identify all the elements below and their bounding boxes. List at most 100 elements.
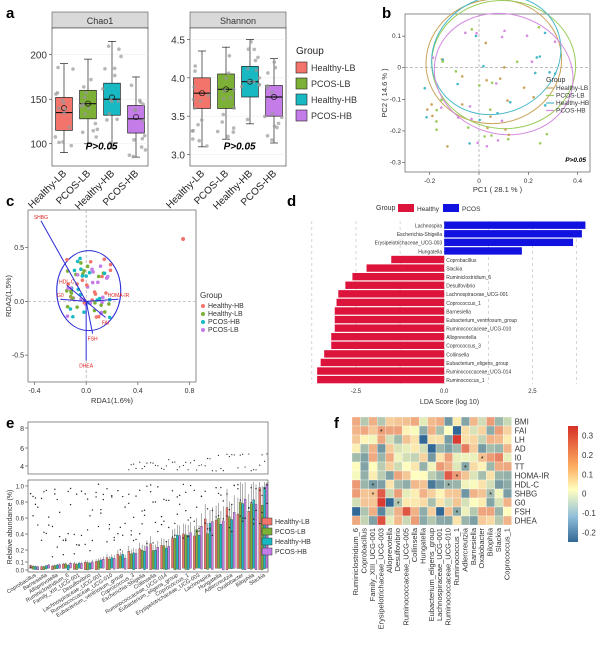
- data-point: [232, 106, 237, 110]
- data-point: [181, 237, 186, 242]
- outlier: [117, 533, 119, 535]
- outlier: [122, 534, 124, 537]
- outlier: [182, 537, 185, 539]
- heatmap-cell: [452, 443, 462, 454]
- outlier: [255, 469, 257, 471]
- data-point: [88, 259, 93, 264]
- heatmap-cell: [385, 497, 395, 508]
- data-point: [87, 270, 92, 275]
- outlier: [178, 494, 181, 497]
- mean-marker: [271, 94, 277, 100]
- col-label: Oxalobacter: [477, 527, 486, 568]
- heatmap-cell: [385, 479, 395, 490]
- data-point: [496, 139, 500, 142]
- box: [154, 550, 157, 570]
- legend-label: PCOS-LB: [275, 529, 306, 536]
- outlier: [34, 497, 37, 499]
- col-label: Adlercreutzia: [460, 527, 469, 572]
- data-point: [257, 82, 262, 87]
- box: [184, 534, 187, 570]
- row-label: G0: [515, 499, 526, 508]
- heatmap-cell: [351, 416, 361, 427]
- outlier: [187, 519, 189, 521]
- outlier: [113, 536, 115, 539]
- data-point: [112, 66, 117, 71]
- data-point: [104, 291, 108, 295]
- heatmap-cell: [435, 506, 445, 517]
- data-point: [84, 90, 88, 95]
- outlier: [97, 483, 100, 485]
- heatmap-cell: [444, 470, 453, 481]
- heatmap-cell: [410, 515, 420, 526]
- outlier: [182, 464, 184, 467]
- legend-swatch: [201, 304, 205, 308]
- data-point: [483, 135, 486, 138]
- box: [102, 559, 105, 569]
- outlier: [165, 465, 167, 467]
- outlier: [231, 503, 233, 506]
- outlier: [231, 454, 233, 456]
- y-tick-label: 0.0: [16, 569, 25, 575]
- heatmap-cell: [503, 479, 512, 490]
- upper-plot-frame: [27, 421, 269, 475]
- data-point: [90, 280, 95, 285]
- col-label: Hungatella: [418, 527, 427, 564]
- outlier: [100, 508, 102, 511]
- lda-bar: [317, 367, 445, 375]
- mean-marker: [199, 90, 205, 97]
- heatmap-cell: [368, 461, 378, 472]
- outlier: [222, 518, 224, 520]
- legend-swatch: [261, 537, 273, 546]
- data-point: [246, 67, 250, 71]
- data-point: [197, 138, 202, 143]
- box: [182, 533, 185, 569]
- heatmap-cell: [385, 461, 395, 472]
- data-point: [500, 35, 504, 39]
- legend-swatch: [201, 320, 205, 324]
- heatmap-cell: [486, 452, 495, 463]
- heatmap-cell: [494, 479, 504, 490]
- outlier: [233, 454, 235, 456]
- significance-star: *: [372, 483, 375, 490]
- box: [239, 501, 242, 569]
- heatmap-cell: [477, 497, 487, 508]
- box: [265, 483, 269, 569]
- outlier: [141, 523, 143, 525]
- legend-label: Healthy-HB: [556, 100, 589, 107]
- outlier: [259, 489, 261, 492]
- outlier: [95, 496, 97, 498]
- data-point: [498, 77, 502, 80]
- x-tick-label: 0.2: [524, 178, 533, 185]
- col-label: Lachnospiraceae_UCG-001: [435, 528, 444, 621]
- outlier: [259, 464, 261, 466]
- outlier: [253, 469, 255, 471]
- outlier: [209, 527, 211, 529]
- y-tick-label: 0.2: [16, 549, 25, 555]
- data-point: [252, 47, 257, 52]
- outlier: [266, 453, 268, 455]
- legend-label: Healthy: [417, 206, 440, 213]
- heatmap-cell: [360, 443, 369, 454]
- significance-star: *: [456, 474, 459, 481]
- data-point: [543, 31, 547, 35]
- data-point: [75, 272, 80, 277]
- data-point: [142, 133, 147, 138]
- heatmap-cell: [410, 443, 420, 454]
- data-point: [62, 111, 66, 115]
- bar-label: Eubacterium_eligens_group: [446, 361, 508, 367]
- data-point: [457, 116, 460, 119]
- outlier: [106, 541, 108, 543]
- heatmap-cell: [427, 506, 437, 517]
- data-point: [106, 44, 111, 48]
- box: [195, 529, 198, 569]
- data-point: [435, 108, 439, 112]
- data-point: [93, 121, 98, 126]
- heatmap-cell: [503, 506, 512, 517]
- col-label: Ruminococcus_1: [452, 528, 461, 586]
- box: [64, 563, 67, 569]
- outlier: [58, 535, 61, 538]
- outlier: [222, 470, 224, 472]
- y-tick-label: 1.0: [16, 485, 25, 491]
- legend-label: Healthy-HB: [208, 303, 244, 310]
- heatmap-cell: [469, 461, 479, 472]
